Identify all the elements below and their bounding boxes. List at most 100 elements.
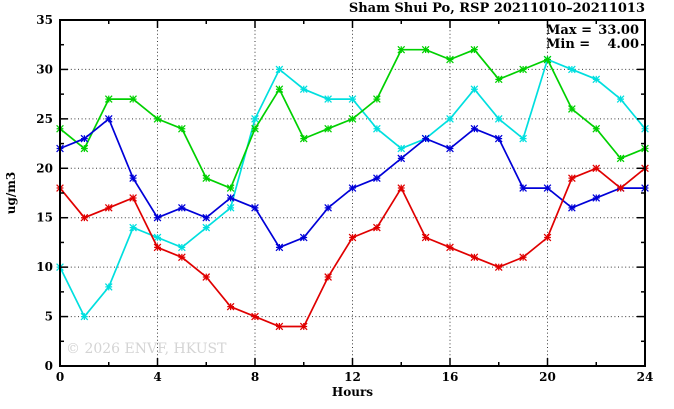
point-marker — [129, 223, 137, 232]
point-marker — [80, 134, 89, 143]
chart-title: Sham Shui Po, RSP 20211010–20211013 — [349, 1, 645, 16]
point-marker — [494, 263, 503, 271]
x-tick-label: 0 — [56, 370, 64, 384]
point-marker — [324, 273, 332, 281]
legend: Max = 33.00 Min = 4.00 — [546, 23, 639, 52]
point-marker — [616, 154, 625, 163]
point-marker — [421, 134, 430, 143]
point-marker — [104, 203, 113, 212]
point-marker — [397, 144, 406, 153]
point-marker — [275, 65, 284, 74]
x-axis-label: Hours — [332, 385, 373, 399]
series-day-red — [56, 164, 649, 331]
gridlines — [60, 20, 645, 366]
point-marker — [446, 144, 454, 153]
legend-value: 33.00 — [598, 23, 639, 38]
point-marker — [202, 273, 211, 281]
y-tick-label: 0 — [45, 359, 53, 373]
y-tick-label: 5 — [45, 310, 53, 324]
point-marker — [299, 233, 308, 242]
point-marker — [80, 312, 89, 321]
x-tick-label: 8 — [251, 370, 259, 384]
y-tick-label: 15 — [36, 211, 53, 225]
point-marker — [568, 174, 576, 183]
point-marker — [348, 95, 357, 103]
point-marker — [348, 115, 357, 123]
y-tick-label: 10 — [36, 260, 53, 274]
y-tick-label: 25 — [36, 112, 53, 126]
point-marker — [470, 124, 479, 133]
point-marker — [251, 312, 259, 321]
y-tick-label: 20 — [36, 161, 53, 175]
point-marker — [421, 233, 430, 242]
point-marker — [543, 233, 552, 242]
point-marker — [202, 213, 211, 222]
point-marker — [299, 85, 308, 94]
point-marker — [373, 223, 381, 232]
point-marker — [519, 253, 527, 262]
point-marker — [178, 253, 186, 262]
point-marker — [568, 203, 576, 212]
point-marker — [373, 124, 381, 133]
point-marker — [226, 203, 235, 212]
point-marker — [494, 75, 503, 84]
point-marker — [178, 243, 186, 252]
point-marker — [568, 105, 576, 113]
point-marker — [226, 194, 235, 202]
x-tick-label: 16 — [442, 370, 459, 384]
point-marker — [153, 233, 162, 242]
point-marker — [299, 322, 308, 331]
legend-label: Min = — [546, 37, 590, 52]
series-line — [59, 167, 646, 328]
point-marker — [373, 95, 381, 103]
point-marker — [80, 213, 89, 222]
point-marker — [568, 65, 576, 74]
point-marker — [324, 124, 332, 133]
point-marker — [178, 203, 186, 212]
point-marker — [80, 144, 89, 153]
point-marker — [251, 115, 259, 123]
point-marker — [519, 184, 527, 192]
point-marker — [226, 302, 235, 311]
point-marker — [153, 243, 162, 252]
point-marker — [104, 95, 113, 103]
point-marker — [519, 65, 527, 74]
point-marker — [519, 134, 527, 143]
point-marker — [494, 115, 503, 123]
y-tick-label: 35 — [36, 13, 53, 27]
point-marker — [251, 203, 259, 212]
point-marker — [275, 322, 284, 331]
x-tick-label: 24 — [637, 370, 654, 384]
point-marker — [348, 233, 357, 242]
point-marker — [543, 55, 552, 64]
point-marker — [275, 85, 284, 94]
point-marker — [397, 45, 406, 54]
point-marker — [324, 95, 332, 103]
point-marker — [324, 203, 332, 212]
point-marker — [543, 184, 552, 192]
y-tick-labels: 0 5 10 15 20 25 30 35 — [36, 13, 53, 373]
point-marker — [592, 124, 601, 133]
point-marker — [178, 124, 186, 133]
point-marker — [446, 115, 454, 123]
point-marker — [616, 95, 625, 103]
point-marker — [470, 45, 479, 54]
point-marker — [592, 164, 601, 173]
point-marker — [397, 184, 406, 192]
point-marker — [446, 55, 454, 64]
legend-value: 4.00 — [607, 37, 639, 52]
point-marker — [129, 194, 137, 202]
point-marker — [226, 184, 235, 192]
point-marker — [348, 184, 357, 192]
point-marker — [153, 115, 162, 123]
point-marker — [421, 45, 430, 54]
x-tick-label: 4 — [153, 370, 161, 384]
y-axis-label: ug/m3 — [4, 172, 18, 215]
point-marker — [129, 95, 137, 103]
x-tick-labels: 0 4 8 12 16 20 24 — [56, 370, 654, 384]
point-marker — [275, 243, 284, 252]
point-marker — [153, 213, 162, 222]
point-marker — [104, 115, 113, 123]
